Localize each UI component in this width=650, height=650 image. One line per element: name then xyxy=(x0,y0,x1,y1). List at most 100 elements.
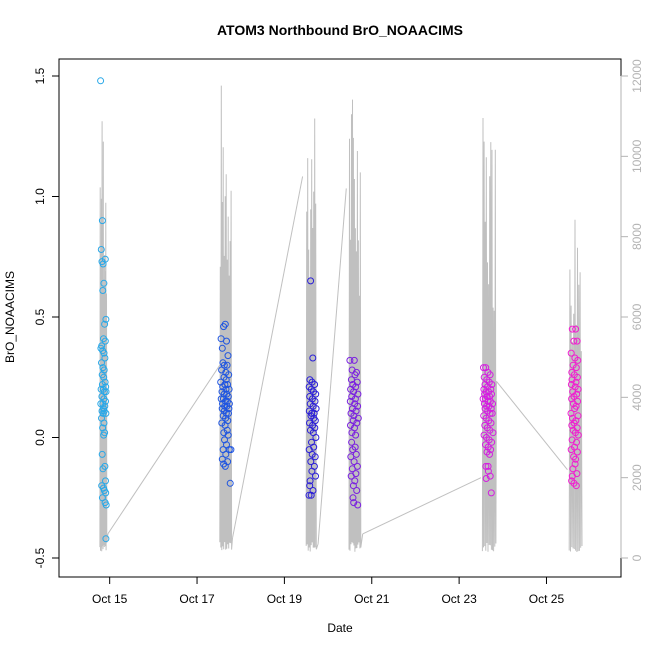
y-tick-label: 1.0 xyxy=(33,188,47,205)
x-axis-label: Date xyxy=(327,621,353,635)
data-point xyxy=(101,354,109,362)
x-tick-label: Oct 17 xyxy=(179,592,215,606)
data-point xyxy=(310,388,317,396)
data-point xyxy=(223,426,231,434)
data-point xyxy=(346,356,354,364)
data-point xyxy=(567,381,575,388)
data-point xyxy=(569,465,577,473)
data-point xyxy=(100,419,108,427)
altitude-profile xyxy=(568,219,583,553)
data-point xyxy=(223,361,231,369)
data-point xyxy=(350,458,358,466)
data-point xyxy=(99,465,107,473)
data-point xyxy=(100,279,108,287)
data-point xyxy=(349,482,357,490)
data-point xyxy=(486,450,493,458)
data-point xyxy=(350,356,358,364)
y2-tick-label: 0 xyxy=(630,554,644,561)
data-point xyxy=(568,472,576,480)
data-point xyxy=(567,349,575,357)
data-point xyxy=(312,390,320,398)
y-axis-right: 0 2000 4000 6000 8000 10000 12000 xyxy=(620,59,644,561)
data-point xyxy=(306,482,314,490)
data-point xyxy=(101,320,109,328)
chart-title: ATOM3 Northbound BrO_NOAACIMS xyxy=(217,22,463,38)
data-point xyxy=(485,417,493,425)
data-point xyxy=(352,431,360,439)
data-point xyxy=(487,419,495,427)
data-point xyxy=(311,453,319,461)
y-tick-label: -0.5 xyxy=(33,547,47,568)
data-point xyxy=(348,438,356,446)
data-point xyxy=(347,472,355,480)
data-point xyxy=(489,429,497,437)
data-point xyxy=(222,414,230,422)
data-point xyxy=(567,446,575,454)
data-point xyxy=(220,373,228,381)
data-point xyxy=(219,412,227,420)
data-point xyxy=(484,368,492,376)
data-point xyxy=(487,446,495,454)
data-point xyxy=(351,371,359,379)
altitude-connector xyxy=(496,380,568,470)
x-tick-label: Oct 21 xyxy=(354,592,390,606)
data-point xyxy=(223,337,230,345)
data-point xyxy=(572,325,580,333)
y-axis-left: -0.5 0.0 0.5 1.0 1.5 xyxy=(33,67,60,568)
data-point xyxy=(570,419,578,427)
x-tick-label: Oct 25 xyxy=(529,592,565,606)
data-point xyxy=(102,535,110,543)
data-point xyxy=(98,217,106,225)
data-point xyxy=(573,337,581,345)
data-point xyxy=(486,409,494,417)
data-point xyxy=(218,344,226,352)
data-point xyxy=(568,325,576,333)
y-tick-label: 1.5 xyxy=(33,67,47,84)
data-point xyxy=(574,356,582,364)
data-point xyxy=(102,489,110,497)
x-tick-label: Oct 15 xyxy=(92,592,128,606)
data-point xyxy=(305,491,313,499)
x-axis: Oct 15 Oct 17 Oct 19 Oct 21 Oct 23 Oct 25 xyxy=(92,576,565,606)
data-point xyxy=(486,397,494,405)
data-point xyxy=(102,409,110,417)
data-point xyxy=(309,487,317,494)
data-point xyxy=(348,429,356,437)
data-point xyxy=(570,337,578,345)
data-point xyxy=(488,409,496,417)
data-point xyxy=(99,409,107,417)
data-point xyxy=(486,371,494,379)
data-point xyxy=(480,431,488,439)
data-point xyxy=(307,491,315,499)
data-point xyxy=(354,501,362,509)
data-point xyxy=(348,393,356,400)
y-tick-label: 0.0 xyxy=(33,429,47,446)
data-point xyxy=(307,458,315,466)
data-point xyxy=(487,489,495,497)
data-point xyxy=(312,405,320,413)
data-point xyxy=(569,426,577,434)
data-point xyxy=(99,287,107,294)
x-tick-label: Oct 23 xyxy=(441,592,477,606)
data-point xyxy=(98,359,105,367)
data-point xyxy=(226,479,234,487)
y2-tick-label: 6000 xyxy=(630,303,644,330)
data-point xyxy=(100,349,108,357)
data-point xyxy=(570,393,578,400)
data-point xyxy=(102,388,110,396)
data-point xyxy=(312,472,319,480)
data-point xyxy=(306,376,314,384)
altitude-series xyxy=(99,85,583,553)
y2-tick-label: 8000 xyxy=(630,223,644,250)
y-axis-label: BrO_NOAACIMS xyxy=(3,271,17,363)
data-point xyxy=(97,77,105,85)
x-tick-label: Oct 19 xyxy=(267,592,303,606)
data-point xyxy=(307,385,315,393)
data-point xyxy=(484,467,492,475)
data-point xyxy=(353,487,361,494)
data-points xyxy=(97,77,582,543)
altitude-connector xyxy=(232,176,304,539)
data-point xyxy=(221,320,229,328)
data-point xyxy=(97,246,105,253)
data-point xyxy=(224,431,232,439)
